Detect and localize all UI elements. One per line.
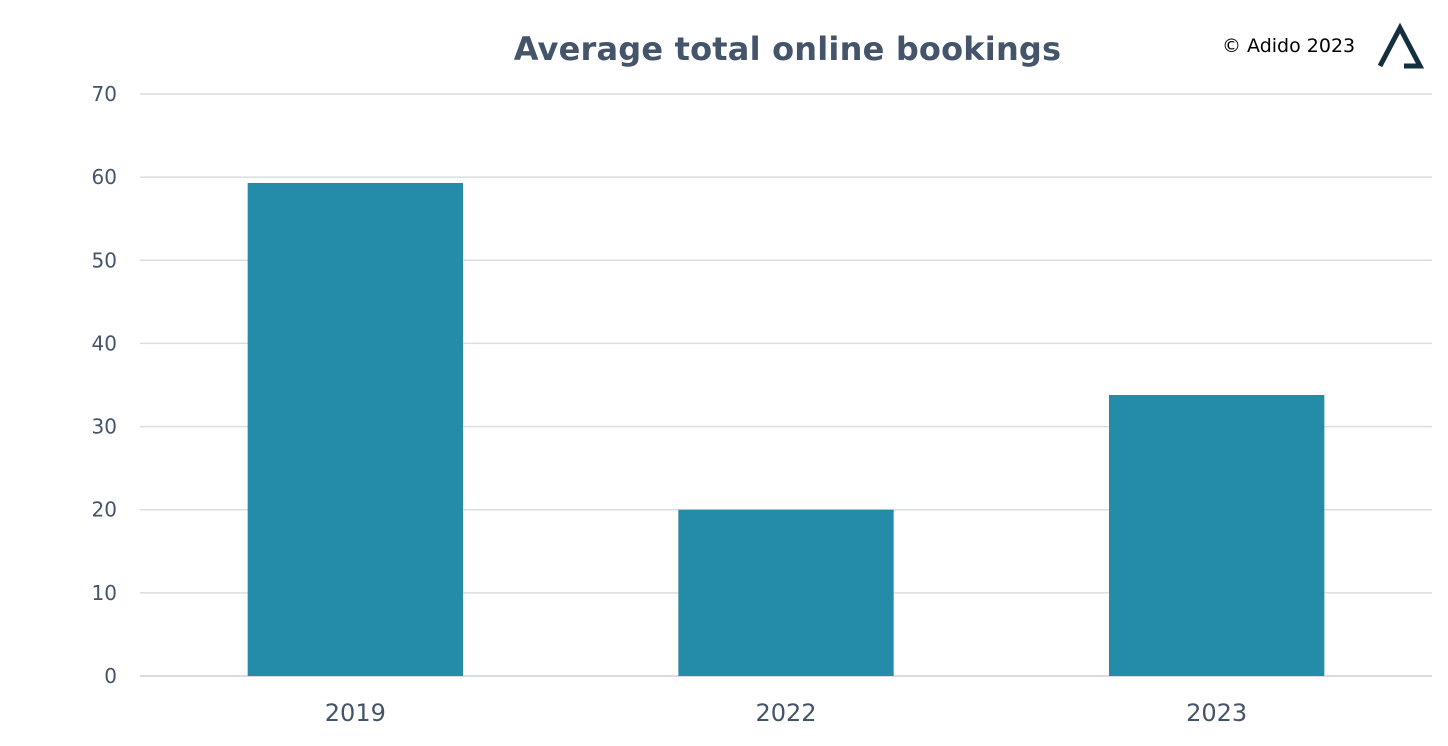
y-tick-label: 0	[104, 664, 117, 688]
y-tick-label: 40	[92, 331, 117, 355]
y-tick-label: 20	[92, 498, 117, 522]
x-axis-category-labels: 2019 2022 2023	[325, 699, 1247, 727]
y-tick-label: 50	[92, 248, 117, 272]
y-axis-tick-labels: 0 10 20 30 40 50 60 70	[92, 82, 117, 688]
y-tick-label: 70	[92, 82, 117, 106]
x-category-label: 2019	[325, 699, 386, 727]
x-category-label: 2023	[1186, 699, 1247, 727]
y-tick-label: 60	[92, 165, 117, 189]
x-category-label: 2022	[755, 699, 816, 727]
y-tick-label: 10	[92, 581, 117, 605]
bar-2019	[247, 182, 463, 676]
bar-2023	[1109, 394, 1325, 676]
copyright-text: © Adido 2023	[1222, 35, 1356, 57]
y-tick-label: 30	[92, 415, 117, 439]
chart-title: Average total online bookings	[513, 30, 1062, 68]
bars	[247, 182, 1325, 676]
bar-2022	[678, 509, 894, 676]
adido-logo-icon	[1377, 22, 1425, 69]
